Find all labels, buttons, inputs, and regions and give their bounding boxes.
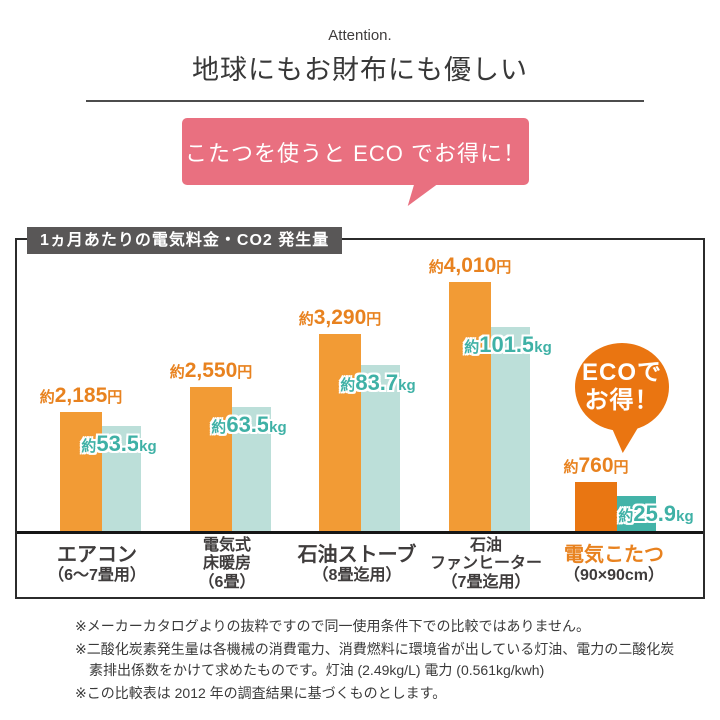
co2-value-label-unit-text: kg <box>676 508 694 525</box>
kicker-text: Attention. <box>328 27 392 44</box>
co2-value-label: 約63.5kg <box>184 412 314 438</box>
co2-value-label-unit-text: 約 <box>81 438 97 455</box>
cost-bar <box>190 387 232 533</box>
cost-bar <box>449 282 491 533</box>
bar-group-4: 約4,010円 約101.5kg <box>429 240 552 533</box>
cost-value-label-unit-text: 円 <box>496 259 512 276</box>
co2-bar <box>225 405 273 533</box>
co2-value-label-value: 83.7 <box>355 370 399 395</box>
category-name: 石油 ファンヒーター <box>429 537 542 572</box>
cost-value-label: 約760円 <box>546 454 646 478</box>
footnote-3: ※この比較表は 2012 年の調査結果に基づくものとします。 <box>75 684 447 701</box>
category-label-5: 電気こたつ （90×90cm） <box>544 534 684 596</box>
co2-value-label-unit-text: kg <box>398 377 416 394</box>
footnote-1: ※メーカーカタログよりの抜粋ですので同一使用条件下での比較ではありません。 <box>75 618 591 634</box>
co2-value-label-value: 53.5 <box>96 431 140 456</box>
co2-value-label: 約83.7kg <box>313 370 443 396</box>
co2-bar <box>354 363 402 533</box>
co2-value-label-unit-text: kg <box>139 438 157 455</box>
cost-value-label-value: 3,290 <box>313 306 367 329</box>
cost-value-label-unit-text: 円 <box>237 364 253 381</box>
category-size-note: （6畳） <box>198 573 256 591</box>
cost-value-label-unit-text: 約 <box>563 459 579 476</box>
co2-value-label: 約53.5kg <box>54 431 184 457</box>
speech-bubble-text: こたつを使うと ECO でお得に！ <box>185 140 526 166</box>
cost-bar <box>575 482 617 533</box>
category-name: 電気式 床暖房 <box>202 537 251 572</box>
cost-value-label: 約2,185円 <box>31 384 131 408</box>
cost-value-label: 約2,550円 <box>161 359 261 383</box>
co2-value-label: 約101.5kg <box>443 332 573 358</box>
cost-value-label: 約4,010円 <box>420 254 520 278</box>
category-label-3: 石油ストーブ （8畳迄用） <box>287 534 427 596</box>
bar-chart-plot: 約2,185円 約53.5kg 約2,550円 約63.5kg 約3,290円 約83.7… <box>17 240 703 533</box>
category-name: エアコン <box>57 543 137 566</box>
title-divider <box>86 100 644 102</box>
x-axis-line <box>17 531 703 534</box>
cost-value-label-unit-text: 約 <box>428 259 444 276</box>
speech-bubble: こたつを使うと ECO でお得に！ <box>182 118 529 206</box>
co2-value-label-unit-text: kg <box>269 419 287 436</box>
cost-value-label-unit-text: 円 <box>107 389 123 406</box>
co2-value-label-unit-text: 約 <box>211 419 227 436</box>
co2-value-label-unit-text: 約 <box>340 377 356 394</box>
co2-value-label-unit-text: 約 <box>618 508 634 525</box>
cost-value-label-unit-text: 約 <box>169 364 185 381</box>
category-label-4: 石油 ファンヒーター （7畳迄用） <box>416 534 556 596</box>
eco-badge-line1: ECOで <box>581 359 662 387</box>
category-label-1: エアコン （6〜7畳用） <box>27 534 167 596</box>
bar-group-2: 約2,550円 約63.5kg <box>170 240 287 533</box>
speech-bubble-tail <box>407 183 439 206</box>
cost-value-label-value: 760 <box>578 454 614 477</box>
chart-title: 1ヵ月あたりの電気料金・CO2 発生量 <box>27 227 343 254</box>
eco-badge-line2: お得！ <box>584 387 660 414</box>
category-label-2: 電気式 床暖房 （6畳） <box>157 534 297 596</box>
co2-value-label-unit-text: 約 <box>464 339 480 356</box>
category-label-row: エアコン （6〜7畳用） 電気式 床暖房 （6畳） 石油ストーブ （8畳迄用） 石油 ファンヒー… <box>17 534 703 597</box>
category-name: 石油ストーブ <box>297 543 417 566</box>
footnotes: ※メーカーカタログよりの抜粋ですので同一使用条件下での比較ではありません。 ※二酸… <box>75 616 675 706</box>
cost-value-label-value: 2,185 <box>54 384 108 407</box>
category-size-note: （7畳迄用） <box>441 573 531 591</box>
eco-badge: ECOで お得！ <box>575 343 669 453</box>
bar-group-3: 約3,290円 約83.7kg <box>299 240 416 533</box>
co2-value-label-value: 101.5 <box>479 332 535 357</box>
category-size-note: （90×90cm） <box>563 567 665 585</box>
chart-panel: 1ヵ月あたりの電気料金・CO2 発生量 約2,185円 約53.5kg 約2,550… <box>15 227 705 599</box>
bar-group-5: 約760円 約25.9kg <box>563 240 694 533</box>
cost-value-label-unit-text: 円 <box>366 311 382 328</box>
co2-value-label-unit-text: kg <box>534 339 552 356</box>
cost-value-label-unit-text: 約 <box>39 389 55 406</box>
cost-value-label-value: 4,010 <box>443 254 497 277</box>
footnote-2: ※二酸化炭素発生量は各機械の消費電力、消費燃料に環境省が出している灯油、電力の二… <box>75 641 675 678</box>
category-name: 電気こたつ <box>564 543 664 566</box>
co2-value-label-value: 25.9 <box>633 501 677 526</box>
co2-value-label: 約25.9kg <box>591 501 720 527</box>
cost-value-label-unit-text: 円 <box>613 459 629 476</box>
cost-bar <box>60 412 102 533</box>
cost-value-label-unit-text: 約 <box>298 311 314 328</box>
page-title: 地球にもお財布にも優しい <box>192 55 528 85</box>
bar-group-1: 約2,185円 約53.5kg <box>40 240 157 533</box>
cost-value-label: 約3,290円 <box>290 306 390 330</box>
co2-value-label-value: 63.5 <box>226 412 270 437</box>
cost-bar <box>319 334 361 533</box>
category-size-note: （6〜7畳用） <box>48 567 146 585</box>
cost-value-label-value: 2,550 <box>184 359 238 382</box>
category-size-note: （8畳迄用） <box>312 567 402 585</box>
